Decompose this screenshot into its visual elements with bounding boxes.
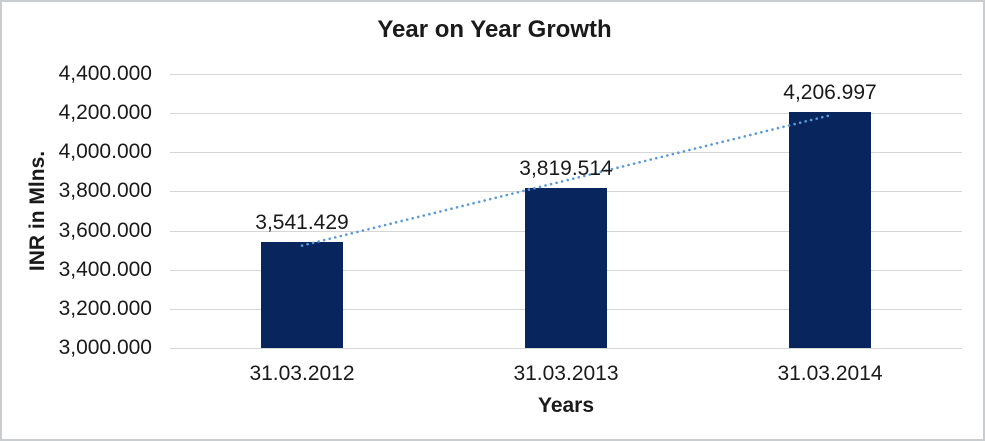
bar-31.03.2013 <box>525 187 607 348</box>
y-tick-label: 4,200.000 <box>58 101 152 125</box>
y-tick-label: 3,600.000 <box>58 218 152 242</box>
x-axis-title: Years <box>537 394 595 417</box>
gridline <box>170 348 962 349</box>
x-tick-label: 31.03.2014 <box>777 362 883 385</box>
y-tick-label: 3,000.000 <box>58 336 152 359</box>
y-axis-title-text: INR in Mlns. <box>26 150 49 272</box>
gridline <box>170 74 962 75</box>
x-tick-label: 31.03.2012 <box>249 362 355 385</box>
y-tick-label: 3,800.000 <box>58 179 152 203</box>
data-label: 3,819.514 <box>519 156 613 180</box>
data-label: 4,206.997 <box>783 80 877 104</box>
y-tick-label: 4,000.000 <box>58 140 152 164</box>
y-tick-label: 3,400.000 <box>58 257 152 281</box>
y-tick-label: 3,200.000 <box>58 296 152 320</box>
y-tick-label: 4,400.000 <box>58 62 152 85</box>
data-label: 3,541.429 <box>255 211 349 235</box>
chart-title: Year on Year Growth <box>377 16 612 43</box>
bar-31.03.2012 <box>261 242 343 348</box>
bar-31.03.2014 <box>789 111 871 348</box>
gridline <box>170 113 962 115</box>
x-tick-label: 31.03.2013 <box>513 362 619 385</box>
